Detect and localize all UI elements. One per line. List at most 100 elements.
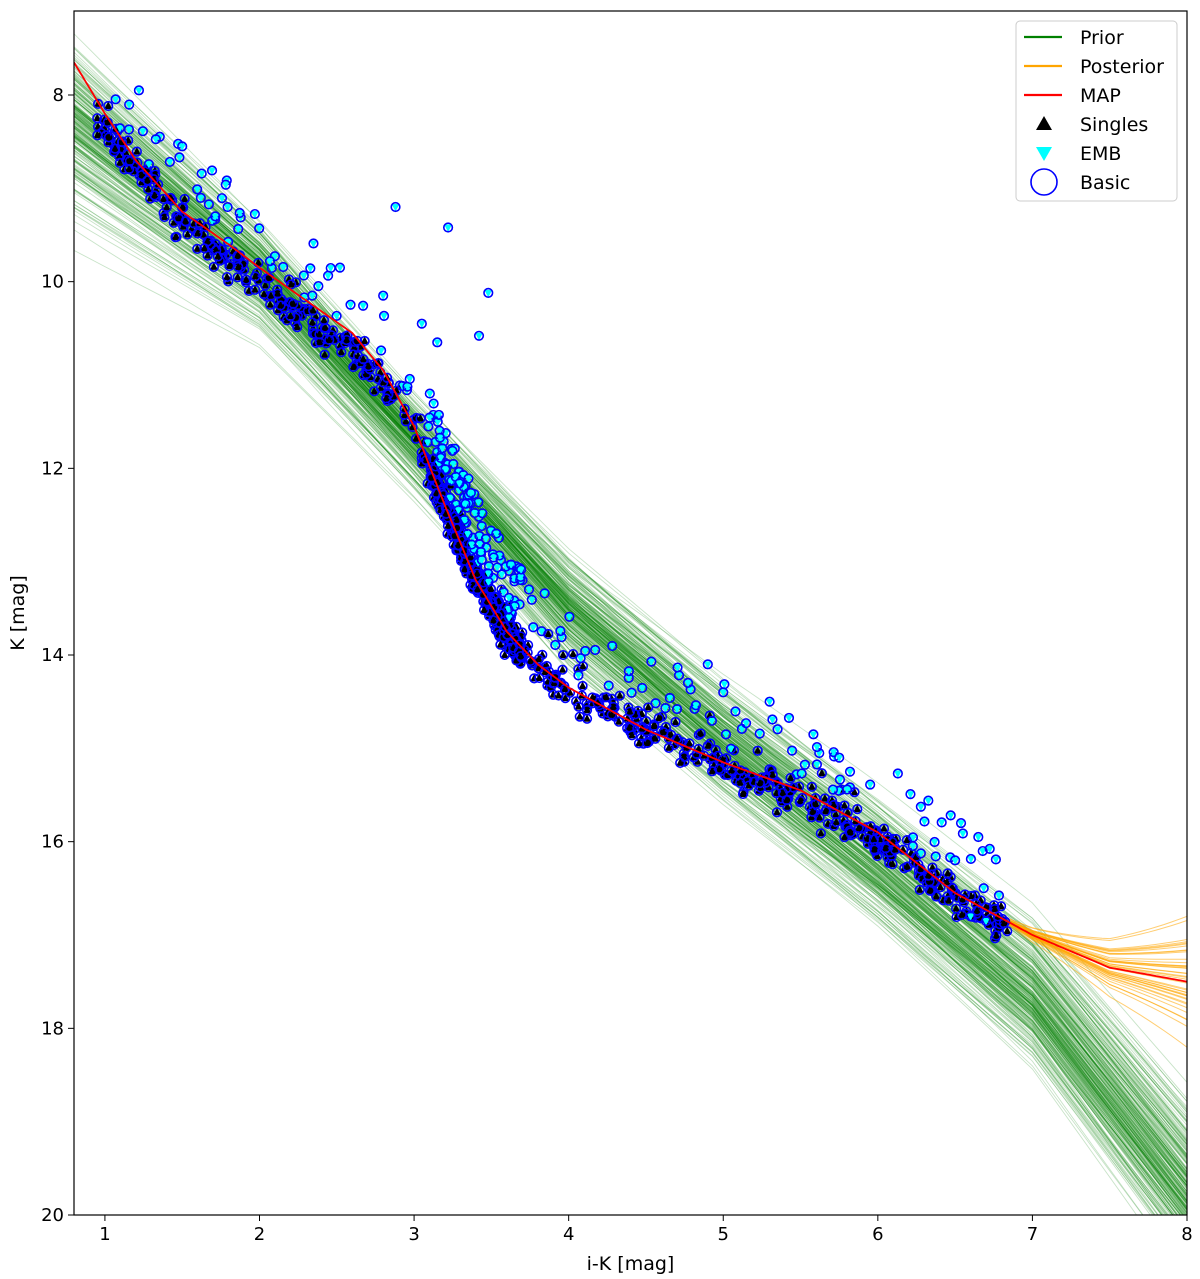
basic-marker (936, 817, 947, 828)
basic-marker (577, 680, 588, 692)
basic-marker (534, 672, 545, 684)
emb-star-point (498, 587, 509, 598)
single-star-point (613, 716, 624, 727)
singles-marker (992, 930, 1001, 939)
emb-star-point (447, 445, 458, 456)
basic-marker (978, 883, 989, 894)
basic-marker (543, 628, 554, 640)
basic-marker (505, 559, 517, 570)
emb-marker (423, 439, 432, 447)
emb-marker (720, 681, 729, 689)
singles-marker (159, 194, 168, 202)
basic-marker (275, 300, 286, 311)
basic-marker (839, 832, 850, 843)
prior-curve (74, 160, 1187, 1186)
emb-marker (557, 634, 566, 642)
single-star-point (735, 777, 746, 788)
basic-marker (373, 357, 384, 369)
single-star-point (307, 317, 318, 328)
singles-marker (154, 179, 163, 188)
singles-marker (100, 124, 109, 132)
emb-star-point (915, 848, 926, 859)
single-star-point (624, 722, 635, 733)
basic-marker (192, 228, 203, 239)
emb-marker (517, 566, 526, 575)
singles-marker (166, 193, 175, 201)
emb-star-point (965, 853, 976, 865)
single-star-point (737, 788, 749, 800)
emb-star-point (442, 222, 454, 233)
single-star-point (292, 322, 303, 333)
singles-marker (602, 692, 611, 701)
basic-marker (767, 714, 778, 725)
singles-marker (1003, 926, 1012, 935)
singles-marker (277, 294, 286, 303)
singles-marker (516, 651, 525, 660)
basic-marker (93, 98, 104, 109)
emb-star-point (550, 639, 561, 651)
prior-curve (74, 114, 1187, 1194)
emb-star-point (573, 670, 584, 681)
basic-marker (195, 192, 206, 203)
basic-marker (124, 99, 135, 110)
basic-marker (852, 804, 863, 815)
basic-marker (359, 335, 370, 347)
emb-star-point (950, 855, 961, 866)
basic-marker (764, 696, 775, 707)
emb-marker (434, 411, 443, 420)
single-star-point (991, 930, 1002, 941)
singles-marker (337, 347, 346, 356)
singles-marker (526, 656, 535, 664)
basic-marker (165, 192, 176, 204)
basic-marker (314, 329, 325, 340)
basic-marker (516, 564, 527, 575)
posterior-curve (954, 892, 1187, 942)
basic-marker (480, 533, 491, 544)
basic-marker (799, 759, 811, 770)
basic-marker (707, 766, 718, 777)
single-star-point (358, 354, 369, 365)
single-star-point (381, 393, 392, 404)
emb-star-point (378, 290, 389, 301)
single-star-point (574, 711, 585, 722)
emb-marker (504, 594, 513, 603)
basic-marker (358, 300, 369, 311)
emb-star-point (313, 281, 324, 292)
basic-marker (174, 152, 185, 163)
emb-marker (703, 661, 712, 669)
emb-marker (326, 265, 335, 273)
singles-marker (254, 258, 263, 266)
basic-marker (811, 741, 823, 753)
singles-marker (276, 301, 285, 309)
basic-marker (285, 310, 296, 322)
basic-marker (503, 592, 514, 603)
emb-star-point (216, 193, 228, 204)
emb-marker (444, 224, 453, 233)
singles-marker (808, 807, 817, 815)
emb-marker (499, 589, 508, 597)
emb-marker (665, 695, 674, 703)
basic-marker (410, 433, 422, 444)
prior-curve (74, 70, 1187, 1193)
basic-marker (931, 891, 942, 902)
prior-curve (74, 136, 1187, 1191)
emb-marker (425, 390, 434, 399)
emb-star-point (516, 564, 527, 575)
single-star-point (880, 843, 891, 854)
emb-star-point (536, 626, 547, 637)
singles-marker (251, 272, 260, 280)
emb-marker (812, 744, 821, 752)
x-axis-label: i-K [mag] (587, 1253, 675, 1275)
singles-marker (360, 336, 369, 344)
basic-marker (702, 740, 714, 752)
basic-marker (216, 193, 228, 204)
basic-marker (149, 190, 160, 201)
emb-marker (591, 646, 600, 655)
emb-star-point (220, 179, 231, 190)
singles-marker (831, 809, 840, 818)
prior-curve (74, 114, 1187, 1194)
emb-marker (505, 567, 514, 576)
single-star-point (633, 738, 645, 749)
emb-star-point (477, 508, 488, 519)
basic-marker (816, 768, 827, 779)
